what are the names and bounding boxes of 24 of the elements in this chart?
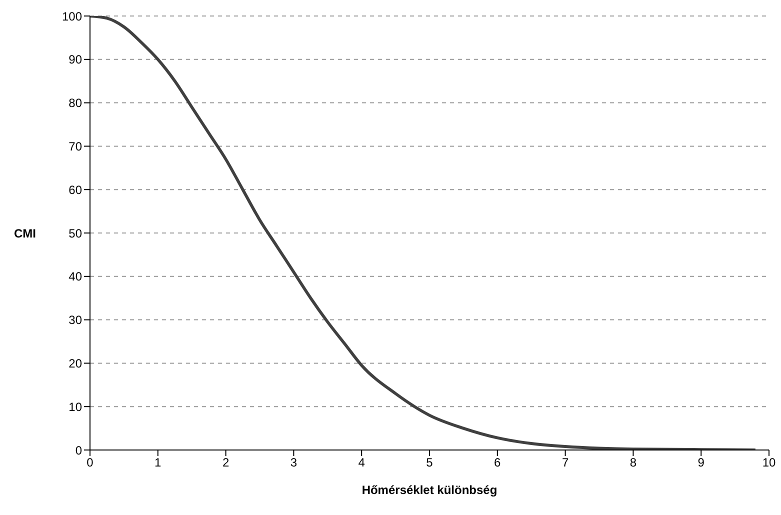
y-tick-label: 50 (68, 226, 82, 240)
y-tick-label: 40 (68, 270, 82, 284)
x-tick-label: 2 (222, 456, 230, 470)
x-tick-label: 6 (494, 456, 502, 470)
y-tick-label: 90 (68, 52, 82, 67)
y-tick-label: 60 (68, 182, 82, 197)
x-tick-label: 4 (358, 456, 366, 470)
x-tick-label: 0 (86, 456, 94, 470)
y-tick-label: 80 (68, 96, 82, 110)
x-axis-title: Hőmérséklet különbség (362, 483, 498, 497)
y-axis-title: CMI (14, 226, 36, 240)
x-tick-label: 3 (290, 456, 298, 470)
y-tick-label: 100 (62, 9, 82, 24)
x-tick-label: 9 (698, 456, 705, 470)
x-tick-label: 8 (630, 456, 637, 470)
y-tick-label: 10 (68, 400, 82, 414)
x-tick-label: 10 (762, 456, 776, 470)
y-tick-label: 20 (68, 356, 82, 370)
x-tick-label: 7 (562, 456, 569, 470)
y-tick-label: 0 (75, 443, 82, 458)
y-tick-label: 70 (68, 139, 82, 154)
x-tick-label: 1 (154, 456, 162, 470)
x-tick-label: 5 (426, 456, 434, 470)
y-tick-label: 30 (68, 313, 82, 328)
